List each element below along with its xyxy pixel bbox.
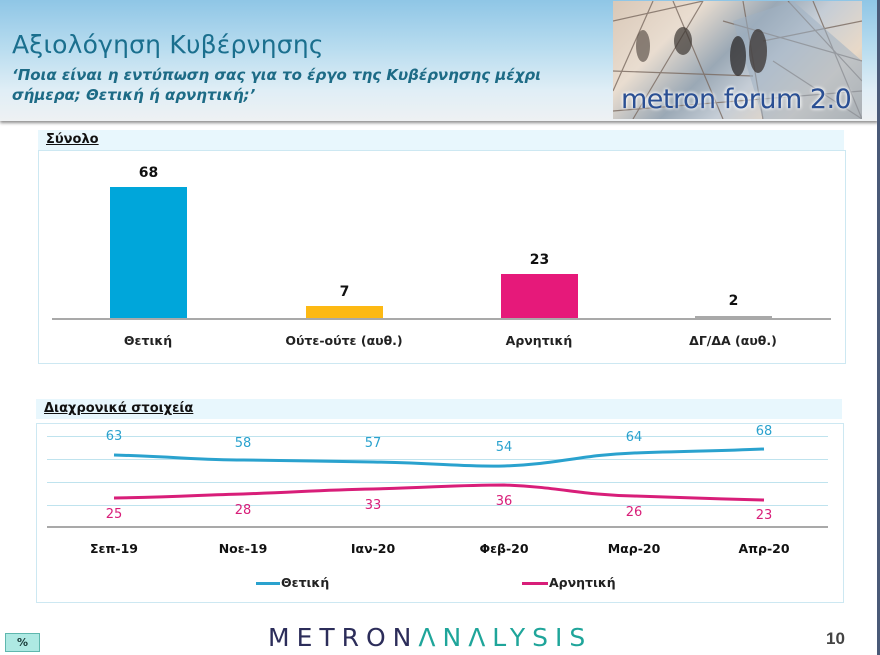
gridline [47, 436, 828, 437]
legend-label-positive: Θετική [281, 575, 330, 590]
gridline [47, 459, 828, 460]
x-axis-label: Απρ-20 [738, 541, 790, 556]
gridline [47, 482, 828, 483]
brand-part-analysis: ΛNΛLYSIS [418, 623, 593, 652]
line-chart-axis [47, 526, 828, 528]
point-label-negative: 23 [755, 508, 773, 523]
slide-edge [877, 0, 880, 655]
point-label-positive: 54 [495, 440, 513, 455]
bar-positive [110, 187, 187, 318]
legend-swatch-positive [256, 582, 280, 585]
bar-chart-axis [52, 318, 831, 320]
line-chart-panel [36, 423, 844, 603]
logo-text: metron forum 2.0 [621, 84, 852, 115]
x-axis-label: Ιαν-20 [350, 541, 396, 556]
metron-forum-logo-image: metron forum 2.0 [613, 1, 862, 119]
slide-header: Αξιολόγηση Κυβέρνησης ‘Ποια είναι η εντύ… [0, 0, 878, 121]
geometric-pattern-icon [613, 1, 862, 119]
line-positive [113, 447, 765, 468]
question-text: ‘Ποια είναι η εντύπωση σας για το έργο τ… [12, 66, 541, 104]
x-axis-label: Νοε-19 [218, 541, 268, 556]
legend-label-negative: Αρνητική [549, 575, 616, 590]
bar-value-neutral: 7 [339, 284, 350, 300]
legend-swatch-negative [522, 582, 548, 585]
brand-part-metron: METRON [268, 623, 419, 652]
point-label-negative: 26 [625, 505, 643, 520]
point-label-negative: 33 [364, 498, 382, 513]
bar-category-positive: Θετική [123, 333, 173, 348]
point-label-positive: 57 [364, 436, 382, 451]
bar-category-neutral: Ούτε-ούτε (αυθ.) [285, 333, 403, 348]
point-label-negative: 28 [234, 503, 252, 518]
x-axis-label: Μαρ-20 [607, 541, 661, 556]
total-panel-heading: Σύνολο [46, 132, 99, 147]
point-label-positive: 64 [625, 430, 643, 445]
bar-value-positive: 68 [138, 165, 159, 181]
bar-dk-na [695, 316, 772, 318]
point-label-positive: 58 [234, 436, 252, 451]
metron-analysis-logo: METRONΛNΛLYSIS [268, 623, 592, 652]
point-label-negative: 25 [105, 507, 123, 522]
bar-category-negative: Αρνητική [505, 333, 573, 348]
trend-panel-heading: Διαχρονικά στοιχεία [44, 401, 194, 416]
gridline [47, 505, 828, 506]
bar-value-dk-na: 2 [728, 293, 739, 309]
percent-button[interactable]: % [5, 633, 40, 652]
point-label-positive: 68 [755, 424, 773, 439]
bar-category-dk-na: ΔΓ/ΔΑ (αυθ.) [689, 333, 777, 348]
x-axis-label: Σεπ-19 [90, 541, 138, 556]
point-label-negative: 36 [495, 494, 513, 509]
trend-panel-header: Διαχρονικά στοιχεία [36, 399, 842, 419]
page-number: 10 [826, 629, 845, 648]
bar-negative [501, 274, 578, 318]
x-axis-label: Φεβ-20 [479, 541, 529, 556]
line-negative [113, 483, 765, 502]
point-label-positive: 63 [105, 429, 123, 444]
bar-neutral [306, 306, 383, 318]
bar-value-negative: 23 [529, 252, 550, 268]
total-panel-header: Σύνολο [38, 130, 844, 150]
slide-title: Αξιολόγηση Κυβέρνησης [12, 30, 324, 59]
